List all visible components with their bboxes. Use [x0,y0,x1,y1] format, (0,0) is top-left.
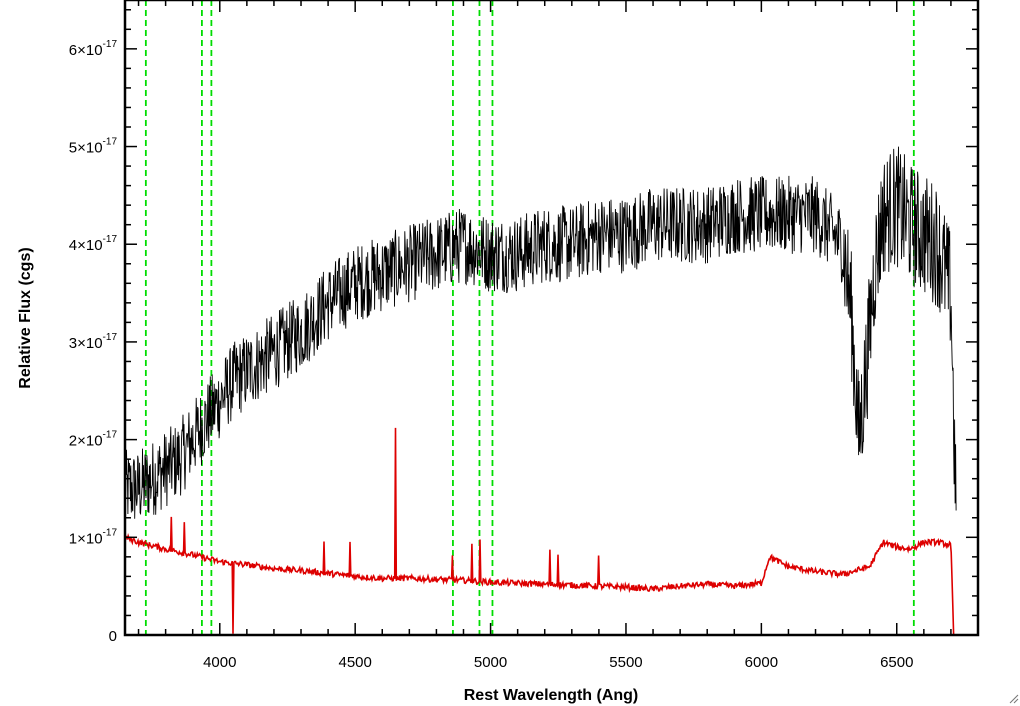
y-tick-label: 5×10-17 [69,137,118,157]
y-tick-label: 4×10-17 [69,234,118,254]
x-tick-label: 5500 [609,654,642,671]
x-tick-label: 4000 [203,654,236,671]
y-tick-label: 0 [109,628,117,645]
x-tick-label: 6500 [880,654,913,671]
flux-series-red [124,427,955,635]
y-tick-label: 3×10-17 [69,332,118,352]
x-tick-label: 5000 [474,654,507,671]
series-line-0 [124,146,957,519]
y-axis-title: Relative Flux (cgs) [17,247,34,388]
x-tick-label: 6000 [745,654,778,671]
resize-grip[interactable] [1009,694,1019,704]
plot-frame [123,0,980,637]
reference-lines [144,0,915,635]
y-ticks: 0 1×10-17 2×10-17 3×10-17 4×10-17 5×10-17 6×10… [69,9,978,645]
flux-series-black [124,146,957,519]
y-tick-label: 1×10-17 [69,527,118,547]
x-ticks: 4000 4500 5000 5500 6000 6500 [137,0,979,671]
x-axis-title: Rest Wavelength (Ang) [464,687,639,704]
y-tick-label: 6×10-17 [69,39,118,59]
y-tick-label: 2×10-17 [69,430,118,450]
x-tick-label: 4500 [338,654,371,671]
series-line-1 [124,427,955,635]
